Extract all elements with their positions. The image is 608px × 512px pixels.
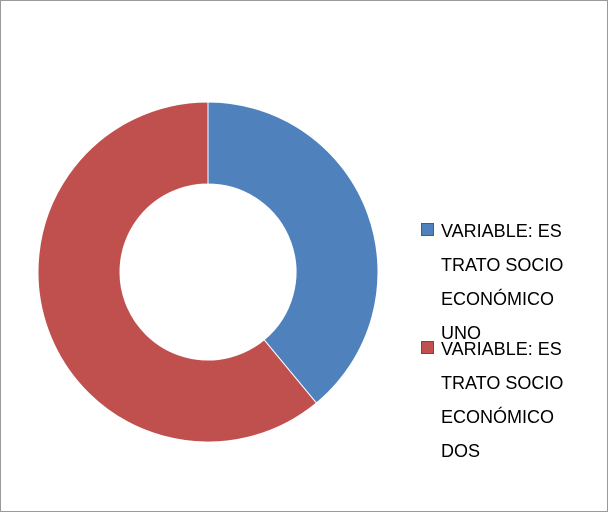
legend-label: VARIABLE: ESTRATO SOCIOECONÓMICO UNO xyxy=(441,221,564,343)
legend-swatch xyxy=(421,341,434,354)
donut-segment xyxy=(207,101,379,404)
legend-swatch xyxy=(421,223,434,236)
legend-label: VARIABLE: ESTRATO SOCIOECONÓMICO DOS xyxy=(441,339,564,461)
donut-segment xyxy=(37,101,318,443)
